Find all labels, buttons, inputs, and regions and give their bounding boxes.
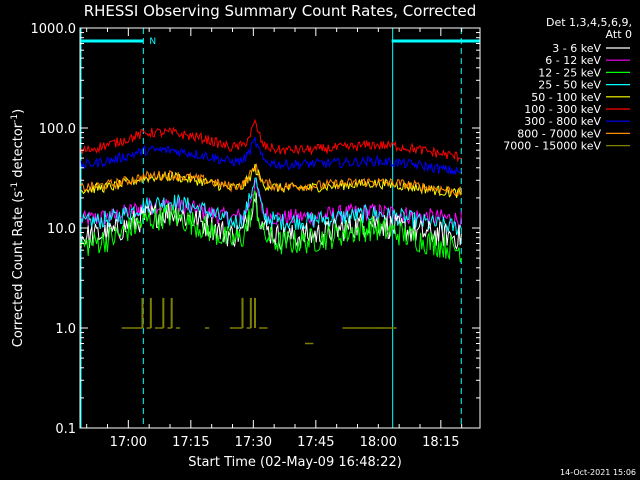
legend-label: 12 - 25 keV [538, 66, 601, 79]
series-300-800-kev [80, 136, 462, 176]
x-tick-label: 17:15 [172, 435, 209, 450]
x-axis-ticks: 17:00 17:15 17:30 17:45 18:00 18:15 [86, 28, 463, 450]
y-tick-label: 1000.0 [31, 22, 77, 37]
y-label-mid: detector [11, 122, 26, 182]
legend-label: 300 - 800 keV [524, 115, 601, 128]
y-label-end: ) [11, 109, 26, 114]
y-tick-label: 1.0 [55, 322, 76, 337]
series-line [80, 177, 462, 236]
legend-label: 25 - 50 keV [538, 79, 601, 92]
legend-label: 7000 - 15000 keV [503, 140, 601, 153]
legend-label: 50 - 100 keV [531, 91, 601, 104]
y-label-main: Corrected Count Rate (s [11, 191, 26, 348]
x-tick-label: 17:30 [235, 435, 272, 450]
series-25-50-kev [80, 177, 462, 236]
x-tick-label: 18:00 [360, 435, 397, 450]
y-label-sup2: -1 [10, 114, 20, 123]
series-100-300-kev [80, 118, 462, 163]
y-tick-label: 10.0 [47, 222, 76, 237]
x-tick-label: 18:15 [422, 435, 459, 450]
legend-label: 3 - 6 keV [552, 42, 601, 55]
x-tick-label: 17:00 [110, 435, 147, 450]
series-line [80, 190, 462, 263]
series-line [80, 118, 462, 163]
y-tick-label: 100.0 [39, 122, 76, 137]
series-7000-15000-kev [121, 297, 397, 345]
x-axis-label: Start Time (02-May-09 16:48:22) [188, 455, 402, 470]
data-series [80, 118, 462, 345]
legend-label: 800 - 7000 keV [517, 127, 601, 140]
y-label-sup1: -1 [10, 182, 20, 191]
y-tick-label: 0.1 [55, 422, 76, 437]
legend-header-line2: Att 0 [606, 28, 632, 41]
y-axis-ticks: 0.1 1.0 10.0 100.0 1000.0 [31, 22, 480, 437]
series-line [80, 136, 462, 176]
legend-header-line1: Det 1,3,4,5,6,9, [546, 16, 632, 29]
y-axis-label: Corrected Count Rate (s-1 detector-1) [10, 109, 26, 347]
series-12-25-kev [80, 190, 462, 263]
series-line [80, 192, 462, 251]
timestamp: 14-Oct-2021 15:06 [560, 468, 636, 477]
night-label: N [149, 37, 156, 47]
x-tick-label: 17:45 [297, 435, 334, 450]
legend-label: 6 - 12 keV [545, 54, 601, 67]
chart-title: RHESSI Observing Summary Count Rates, Co… [84, 2, 477, 20]
series-800-7000-kev [80, 163, 462, 197]
series-line [80, 163, 462, 197]
legend-label: 100 - 300 keV [524, 103, 601, 116]
series-3-6-kev [80, 192, 462, 251]
